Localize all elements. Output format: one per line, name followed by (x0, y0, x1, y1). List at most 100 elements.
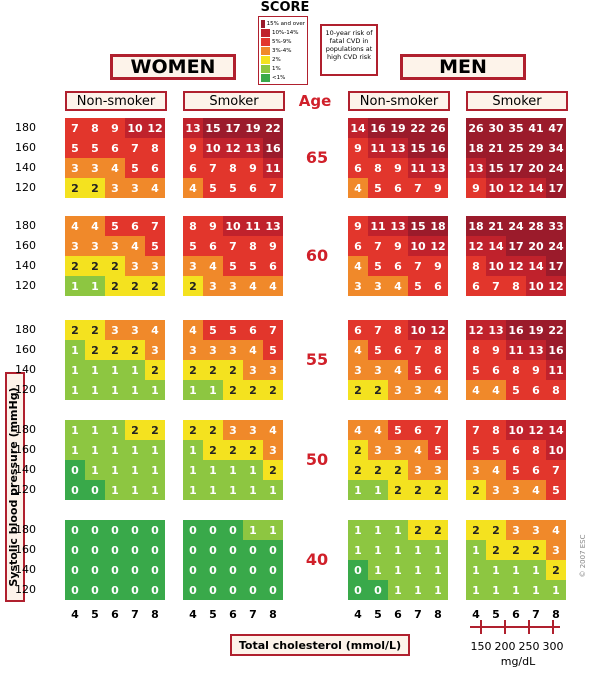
risk-cell: 2 (486, 540, 506, 560)
risk-cell: 4 (526, 480, 546, 500)
risk-cell: 11 (243, 216, 263, 236)
risk-cell: 3 (65, 158, 85, 178)
risk-cell: 17 (506, 158, 526, 178)
risk-cell: 3 (388, 440, 408, 460)
risk-cell: 19 (526, 320, 546, 340)
risk-cell: 12 (506, 178, 526, 198)
risk-cell: 24 (506, 216, 526, 236)
risk-cell: 22 (546, 320, 566, 340)
legend: 15% and over 10%-14% 5%-9% 3%-4% 2% 1% <1% (258, 16, 308, 85)
risk-cell: 0 (203, 580, 223, 600)
risk-cell: 1 (466, 540, 486, 560)
legend-label: 15% and over (266, 20, 305, 27)
copyright: © 2007 ESC (579, 534, 587, 578)
risk-cell: 8 (183, 216, 203, 236)
cholesterol-label: 6 (229, 608, 237, 621)
risk-cell: 0 (223, 580, 243, 600)
risk-cell: 21 (486, 138, 506, 158)
x-label: Total cholesterol (mmol/L) (230, 634, 410, 656)
risk-cell: 16 (368, 118, 388, 138)
risk-cell: 4 (183, 178, 203, 198)
risk-cell: 2 (85, 340, 105, 360)
risk-cell: 0 (223, 520, 243, 540)
risk-cell: 10 (506, 420, 526, 440)
risk-cell: 1 (105, 360, 125, 380)
risk-cell: 1 (506, 560, 526, 580)
risk-cell: 18 (466, 216, 486, 236)
risk-cell: 16 (428, 138, 448, 158)
risk-cell: 8 (428, 340, 448, 360)
risk-cell: 9 (203, 216, 223, 236)
risk-cell: 3 (125, 256, 145, 276)
risk-cell: 6 (145, 158, 165, 178)
risk-cell: 6 (203, 236, 223, 256)
cholesterol-label: 7 (131, 608, 139, 621)
risk-cell: 4 (263, 276, 283, 296)
risk-cell: 10 (526, 276, 546, 296)
risk-cell: 1 (125, 460, 145, 480)
risk-cell: 0 (125, 580, 145, 600)
risk-cell: 1 (486, 580, 506, 600)
risk-cell: 3 (408, 460, 428, 480)
legend-swatch (261, 37, 270, 46)
risk-cell: 1 (348, 520, 368, 540)
risk-cell: 7 (368, 320, 388, 340)
risk-cell: 6 (388, 256, 408, 276)
risk-cell: 47 (546, 118, 566, 138)
risk-cell: 0 (243, 540, 263, 560)
risk-cell: 2 (125, 420, 145, 440)
risk-cell: 5 (183, 236, 203, 256)
risk-cell: 1 (105, 440, 125, 460)
risk-cell: 8 (466, 340, 486, 360)
risk-cell: 2 (65, 256, 85, 276)
risk-cell: 6 (348, 320, 368, 340)
risk-cell: 13 (263, 216, 283, 236)
risk-cell: 3 (428, 460, 448, 480)
risk-cell: 1 (408, 540, 428, 560)
risk-cell: 1 (125, 360, 145, 380)
risk-cell: 3 (263, 440, 283, 460)
risk-cell: 22 (263, 118, 283, 138)
group-title: WOMEN (110, 54, 236, 80)
sbp-label: 160 (15, 443, 36, 456)
sbp-label: 160 (15, 239, 36, 252)
risk-cell: 5 (368, 340, 388, 360)
legend-label: 5%-9% (272, 38, 292, 45)
risk-cell: 0 (145, 580, 165, 600)
risk-cell: 2 (85, 178, 105, 198)
risk-cell: 1 (145, 480, 165, 500)
risk-cell: 2 (243, 440, 263, 460)
risk-cell: 16 (506, 320, 526, 340)
risk-cell: 5 (428, 440, 448, 460)
risk-cell: 1 (125, 480, 145, 500)
risk-cell: 14 (348, 118, 368, 138)
risk-cell: 1 (368, 560, 388, 580)
risk-cell: 14 (526, 178, 546, 198)
risk-cell: 4 (546, 520, 566, 540)
risk-cell: 13 (388, 216, 408, 236)
risk-cell: 1 (428, 560, 448, 580)
risk-cell: 0 (348, 580, 368, 600)
risk-cell: 2 (145, 360, 165, 380)
risk-cell: 2 (85, 320, 105, 340)
risk-cell: 0 (203, 540, 223, 560)
risk-cell: 10 (408, 320, 428, 340)
risk-cell: 8 (486, 420, 506, 440)
risk-cell: 1 (65, 360, 85, 380)
risk-cell: 0 (125, 520, 145, 540)
risk-cell: 2 (466, 520, 486, 540)
risk-cell: 7 (65, 118, 85, 138)
risk-cell: 10 (486, 178, 506, 198)
risk-cell: 9 (105, 118, 125, 138)
risk-cell: 8 (85, 118, 105, 138)
risk-cell: 0 (183, 560, 203, 580)
risk-cell: 13 (486, 320, 506, 340)
risk-cell: 9 (466, 178, 486, 198)
risk-cell: 0 (203, 560, 223, 580)
mgdl-tick (504, 620, 506, 634)
risk-cell: 6 (125, 216, 145, 236)
risk-cell: 1 (243, 460, 263, 480)
cholesterol-label: 5 (374, 608, 382, 621)
legend-swatch (261, 19, 265, 28)
legend-swatch (261, 46, 270, 55)
